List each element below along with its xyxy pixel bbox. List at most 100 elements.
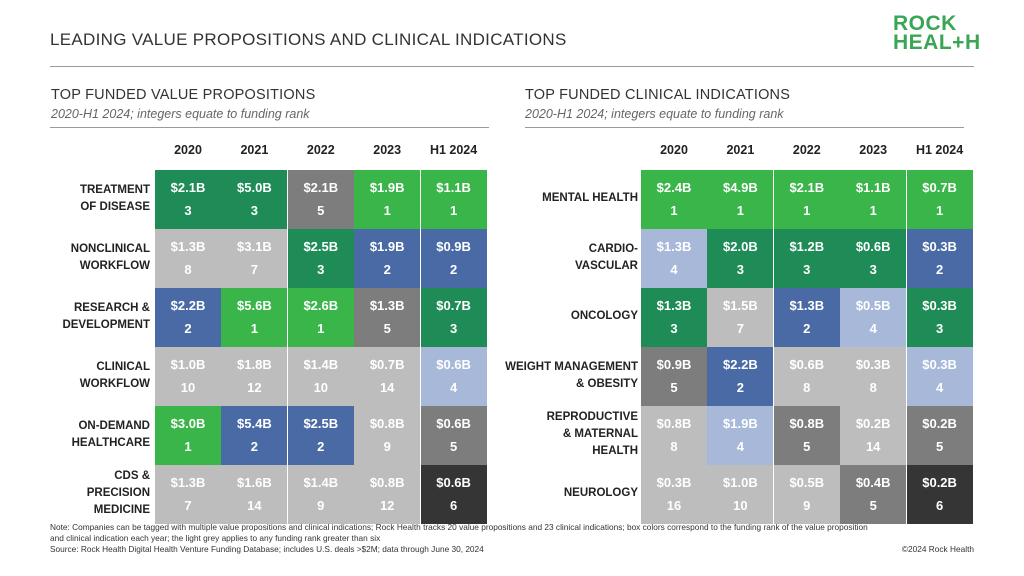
funding-rank: 1 [803,203,811,218]
row-label-line: CLINICAL [96,360,150,373]
funding-rank: 12 [247,379,262,395]
value-proposition-cell: $1.8B 12 [221,346,288,406]
funding-rank: 5 [869,497,877,513]
value-proposition-cell: $2.5B 2 [287,405,354,465]
funding-amount: $1.3B [789,297,825,313]
funding-amount: $2.4B [656,180,692,195]
value-proposition-cell: $0.8B 9 [354,405,421,465]
funding-rank: 14 [379,379,395,395]
column-header: 2022 [306,143,335,157]
value-proposition-cell: $2.5B 3 [287,228,354,288]
clinical-indication-row-label: WEIGHT MANAGEMENT & OBESITY [495,347,638,405]
funding-amount: $2.6B [303,297,339,313]
row-label-line: PRECISION [86,486,150,499]
clinical-indication-cell: $0.3B 8 [840,346,907,406]
value-proposition-cell: $0.9B 2 [420,228,487,288]
funding-amount: $2.1B [170,180,206,195]
funding-amount: $3.0B [170,415,206,431]
funding-amount: $1.3B [656,238,692,254]
value-proposition-cell: $2.1B 5 [287,170,354,229]
funding-amount: $1.3B [369,297,405,313]
funding-rank: 1 [184,438,192,454]
funding-rank: 14 [865,438,881,454]
funding-amount: $0.6B [436,415,471,431]
funding-amount: $2.5B [303,238,339,254]
funding-amount: $1.4B [303,474,339,490]
row-label-line: ON-DEMAND [78,419,150,432]
clinical-indication-cell: $0.2B 14 [840,405,907,465]
funding-rank: 1 [317,320,325,336]
funding-rank: 4 [736,438,744,454]
row-label-line: WORKFLOW [79,377,150,390]
funding-amount: $0.9B [436,238,471,254]
column-header: 2021 [240,143,269,157]
funding-rank: 2 [250,438,258,454]
column-header: 2023 [373,143,402,157]
page-title: LEADING VALUE PROPOSITIONS AND CLINICAL … [50,30,567,49]
value-proposition-cell: $1.6B 14 [221,464,288,524]
funding-rank: 2 [184,320,192,336]
clinical-indication-cell: $1.5B 7 [707,287,774,347]
column-header: 2020 [174,143,202,157]
funding-amount: $1.3B [170,474,206,490]
value-proposition-cell: $0.6B 5 [420,405,487,465]
funding-amount: $2.1B [789,180,825,195]
funding-amount: $0.7B [369,356,405,372]
funding-amount: $5.4B [237,415,272,431]
footnote-source: Source: Rock Health Digital Health Ventu… [50,544,484,554]
funding-amount: $0.8B [369,474,405,490]
value-proposition-cell: $2.1B 3 [155,170,221,229]
funding-amount: $1.9B [723,415,758,431]
value-proposition-cell: $3.1B 7 [221,228,288,288]
funding-rank: 3 [317,261,325,277]
value-proposition-row-label: RESEARCH & DEVELOPMENT [50,288,150,346]
funding-amount: $0.7B [922,180,957,195]
clinical-indication-cell: $1.3B 2 [773,287,840,347]
value-proposition-cell: $0.6B 6 [420,464,487,524]
logo-line2-left: HEAL [893,31,953,54]
funding-rank: 10 [733,497,748,513]
clinical-indications-title: TOP FUNDED CLINICAL INDICATIONS [525,87,791,103]
funding-rank: 3 [184,203,192,218]
clinical-indication-cell: $0.2B 6 [906,464,973,524]
funding-rank: 7 [736,320,744,336]
value-proposition-cell: $1.9B 1 [354,170,421,229]
value-proposition-cell: $2.2B 2 [155,287,221,347]
funding-amount: $0.3B [922,297,957,313]
funding-amount: $1.1B [855,180,891,195]
value-proposition-cell: $2.6B 1 [287,287,354,347]
clinical-indication-cell: $0.7B 1 [906,170,973,229]
funding-rank: 1 [869,203,877,218]
funding-rank: 5 [803,438,811,454]
funding-amount: $0.3B [656,474,692,490]
funding-amount: $2.0B [723,238,758,254]
value-proposition-cell: $3.0B 1 [155,405,221,465]
clinical-indication-cell: $0.9B 5 [641,346,707,406]
funding-rank: 6 [449,497,458,513]
column-header: 2022 [792,143,821,157]
funding-rank: 2 [803,320,811,336]
funding-rank: 2 [935,261,944,277]
clinical-indications-divider [525,127,964,128]
clinical-indications-subtitle: 2020-H1 2024; integers equate to funding… [525,107,784,121]
funding-amount: $1.3B [656,297,692,313]
funding-rank: 2 [736,379,744,395]
funding-amount: $3.1B [237,238,272,254]
value-proposition-cell: $1.4B 10 [287,346,354,406]
row-label-line: HEALTH [592,445,638,458]
clinical-indication-cell: $2.0B 3 [707,228,774,288]
clinical-indication-cell: $0.2B 5 [906,405,973,465]
row-label-line: CARDIO- [588,242,638,255]
funding-rank: 5 [383,320,391,336]
funding-rank: 1 [935,203,944,218]
funding-amount: $0.5B [789,474,825,490]
row-label-line: NONCLINICAL [70,242,150,255]
funding-amount: $0.2B [922,415,957,431]
value-proposition-cell: $1.9B 2 [354,228,421,288]
row-label-line: CDS & [114,469,150,482]
funding-amount: $0.3B [855,356,891,372]
clinical-indication-cell: $0.3B 16 [641,464,707,524]
row-label-line: HEALTHCARE [71,436,150,449]
row-label-line: NEUROLOGY [563,486,638,499]
funding-rank: 12 [379,497,395,513]
